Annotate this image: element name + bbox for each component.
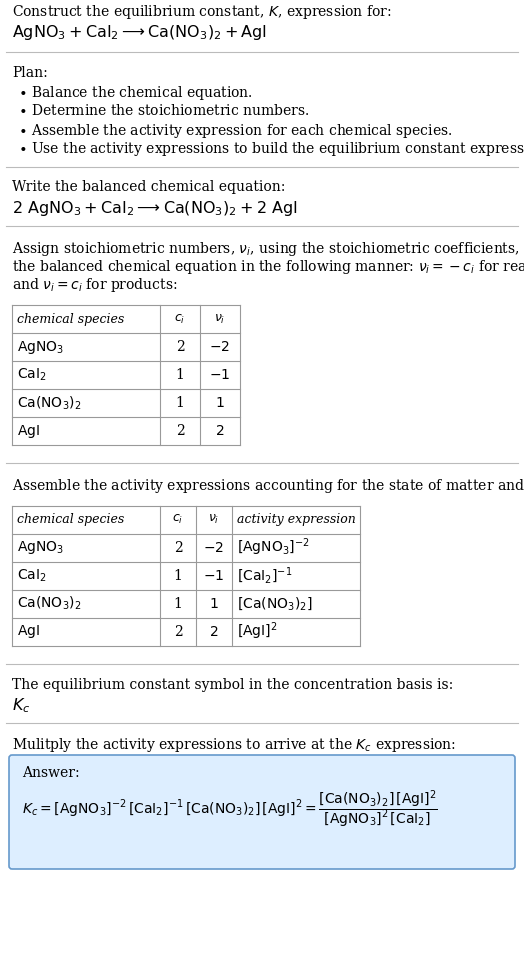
Text: $1$: $1$ [209,596,219,611]
Text: $-2$: $-2$ [203,541,224,554]
Text: 1: 1 [173,569,182,582]
Text: $2$: $2$ [209,624,219,639]
Text: $\mathrm{AgNO_3}$: $\mathrm{AgNO_3}$ [17,339,64,356]
Text: $\mathrm{AgI}$: $\mathrm{AgI}$ [17,423,40,439]
Text: $1$: $1$ [215,396,225,410]
Text: $[\mathrm{AgNO_3}]^{-2}$: $[\mathrm{AgNO_3}]^{-2}$ [237,537,310,558]
Text: the balanced chemical equation in the following manner: $\nu_i = -c_i$ for react: the balanced chemical equation in the fo… [12,258,524,276]
Text: $-1$: $-1$ [210,368,231,382]
Text: Answer:: Answer: [22,766,80,780]
Text: chemical species: chemical species [17,313,124,325]
Text: $\bullet$ Determine the stoichiometric numbers.: $\bullet$ Determine the stoichiometric n… [18,103,309,118]
Text: 2: 2 [176,424,184,438]
Text: $\mathrm{AgI}$: $\mathrm{AgI}$ [17,623,40,640]
Text: Plan:: Plan: [12,66,48,80]
Text: $K_c = [\mathrm{AgNO_3}]^{-2}\,[\mathrm{CaI_2}]^{-1}\,[\mathrm{Ca(NO_3)_2}]\,[\m: $K_c = [\mathrm{AgNO_3}]^{-2}\,[\mathrm{… [22,788,438,830]
Text: $\mathrm{Ca(NO_3)_2}$: $\mathrm{Ca(NO_3)_2}$ [17,394,81,411]
Text: Write the balanced chemical equation:: Write the balanced chemical equation: [12,180,286,195]
Text: 2: 2 [173,624,182,639]
Text: $K_c$: $K_c$ [12,696,30,714]
Text: 1: 1 [173,596,182,611]
Text: $\mathrm{CaI_2}$: $\mathrm{CaI_2}$ [17,568,47,584]
Text: The equilibrium constant symbol in the concentration basis is:: The equilibrium constant symbol in the c… [12,677,453,691]
Text: $-2$: $-2$ [210,340,231,354]
Text: $c_i$: $c_i$ [174,313,185,325]
Text: $-1$: $-1$ [203,569,225,582]
Text: Assemble the activity expressions accounting for the state of matter and $\nu_i$: Assemble the activity expressions accoun… [12,477,524,495]
Text: $\mathrm{CaI_2}$: $\mathrm{CaI_2}$ [17,366,47,384]
Text: $\mathrm{AgNO_3 + CaI_2 \longrightarrow Ca(NO_3)_2 + AgI}$: $\mathrm{AgNO_3 + CaI_2 \longrightarrow … [12,22,267,41]
Text: $2$: $2$ [215,424,225,438]
Text: $\mathrm{AgNO_3}$: $\mathrm{AgNO_3}$ [17,539,64,556]
Text: $\nu_i$: $\nu_i$ [214,313,226,325]
FancyBboxPatch shape [9,755,515,869]
Text: and $\nu_i = c_i$ for products:: and $\nu_i = c_i$ for products: [12,276,178,294]
Text: $\mathrm{2\ AgNO_3 + CaI_2 \longrightarrow Ca(NO_3)_2 + 2\ AgI}$: $\mathrm{2\ AgNO_3 + CaI_2 \longrightarr… [12,199,298,218]
Text: $[\mathrm{Ca(NO_3)_2}]$: $[\mathrm{Ca(NO_3)_2}]$ [237,596,312,612]
Text: activity expression: activity expression [237,513,356,526]
Text: $\nu_i$: $\nu_i$ [209,513,220,526]
Text: Assign stoichiometric numbers, $\nu_i$, using the stoichiometric coefficients, $: Assign stoichiometric numbers, $\nu_i$, … [12,240,524,258]
Text: 2: 2 [173,541,182,554]
Text: $\bullet$ Balance the chemical equation.: $\bullet$ Balance the chemical equation. [18,84,253,103]
Text: $\bullet$ Use the activity expressions to build the equilibrium constant express: $\bullet$ Use the activity expressions t… [18,140,524,158]
Text: Mulitply the activity expressions to arrive at the $K_c$ expression:: Mulitply the activity expressions to arr… [12,737,456,755]
Text: $\bullet$ Assemble the activity expression for each chemical species.: $\bullet$ Assemble the activity expressi… [18,122,452,139]
Text: Construct the equilibrium constant, $K$, expression for:: Construct the equilibrium constant, $K$,… [12,3,391,21]
Text: 1: 1 [176,396,184,410]
Text: $c_i$: $c_i$ [172,513,183,526]
Text: chemical species: chemical species [17,513,124,526]
Text: $\mathrm{Ca(NO_3)_2}$: $\mathrm{Ca(NO_3)_2}$ [17,595,81,612]
Text: 1: 1 [176,368,184,382]
Text: $[\mathrm{AgI}]^{2}$: $[\mathrm{AgI}]^{2}$ [237,620,278,643]
Text: 2: 2 [176,340,184,354]
Text: $[\mathrm{CaI_2}]^{-1}$: $[\mathrm{CaI_2}]^{-1}$ [237,565,292,586]
